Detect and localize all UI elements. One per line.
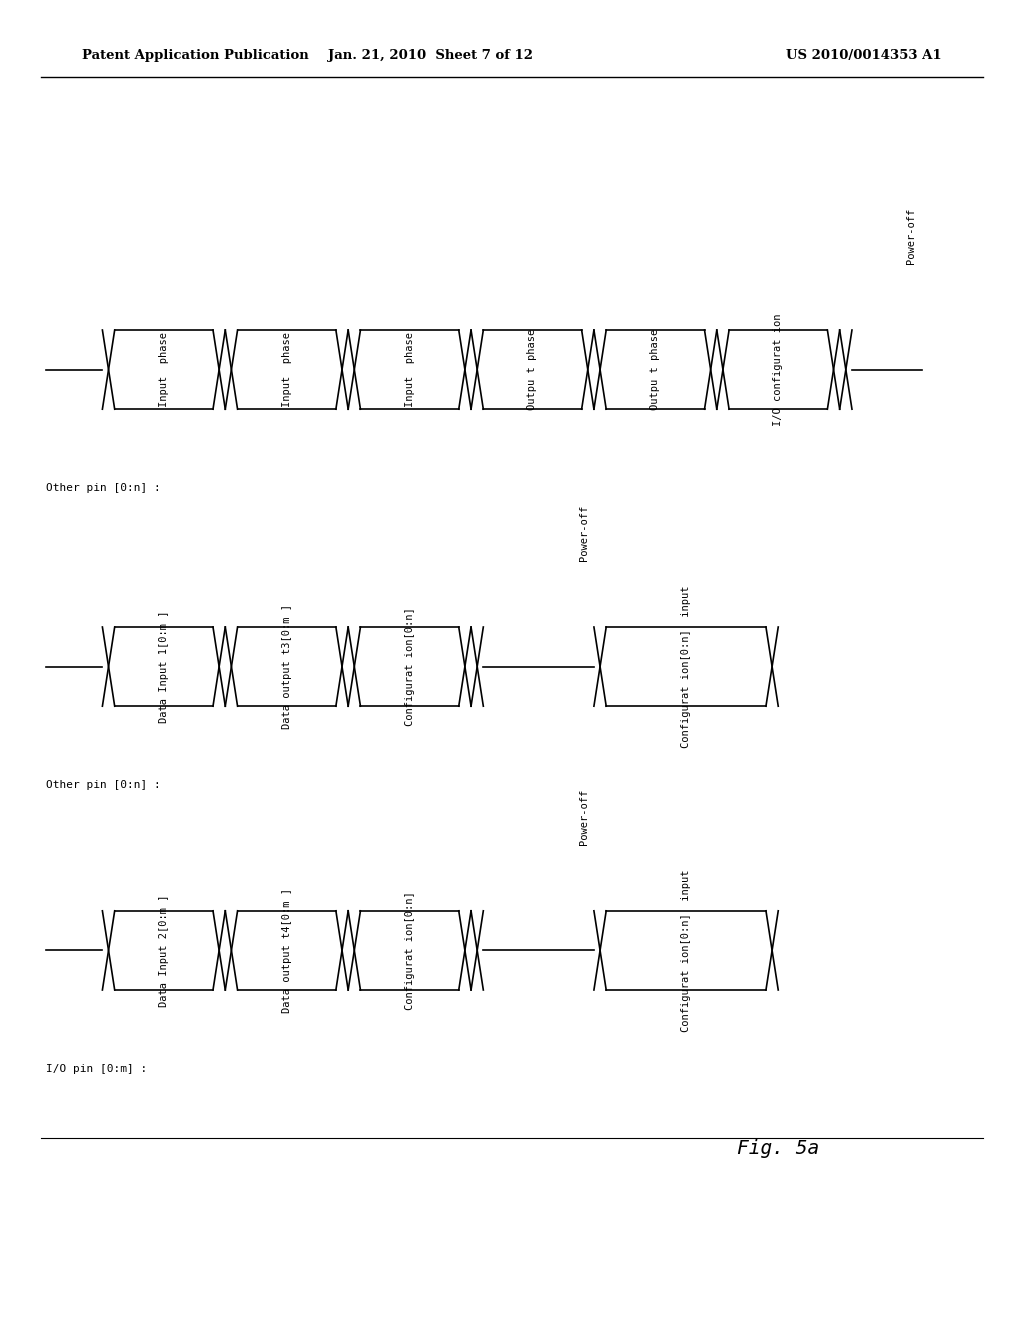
Text: Configurat ion[0:n]: Configurat ion[0:n] — [404, 891, 415, 1010]
Text: Input  phase: Input phase — [159, 333, 169, 407]
Text: Configurat ion[0:n]  input: Configurat ion[0:n] input — [681, 585, 691, 748]
Text: US 2010/0014353 A1: US 2010/0014353 A1 — [786, 49, 942, 62]
Text: Outpu t phase: Outpu t phase — [650, 329, 660, 411]
Text: Configurat ion[0:n]  input: Configurat ion[0:n] input — [681, 869, 691, 1032]
Text: Input  phase: Input phase — [282, 333, 292, 407]
Text: Patent Application Publication: Patent Application Publication — [82, 49, 308, 62]
Text: Configurat ion[0:n]: Configurat ion[0:n] — [404, 607, 415, 726]
Text: Data output t4[0:m ]: Data output t4[0:m ] — [282, 888, 292, 1012]
Text: I/O pin [0:m] :: I/O pin [0:m] : — [46, 1064, 147, 1074]
Text: I/O configurat ion: I/O configurat ion — [773, 313, 783, 426]
Text: Data output t3[0:m ]: Data output t3[0:m ] — [282, 605, 292, 729]
Text: Power-off: Power-off — [579, 788, 589, 845]
Text: Data Input 2[0:m ]: Data Input 2[0:m ] — [159, 894, 169, 1007]
Text: Other pin [0:n] :: Other pin [0:n] : — [46, 483, 161, 494]
Text: Power-off: Power-off — [906, 207, 916, 264]
Text: Power-off: Power-off — [579, 504, 589, 561]
Text: Fig. 5a: Fig. 5a — [737, 1139, 819, 1158]
Text: Outpu t phase: Outpu t phase — [527, 329, 538, 411]
Text: Input  phase: Input phase — [404, 333, 415, 407]
Text: Data Input 1[0:m ]: Data Input 1[0:m ] — [159, 610, 169, 723]
Text: Jan. 21, 2010  Sheet 7 of 12: Jan. 21, 2010 Sheet 7 of 12 — [328, 49, 532, 62]
Text: Other pin [0:n] :: Other pin [0:n] : — [46, 780, 161, 791]
